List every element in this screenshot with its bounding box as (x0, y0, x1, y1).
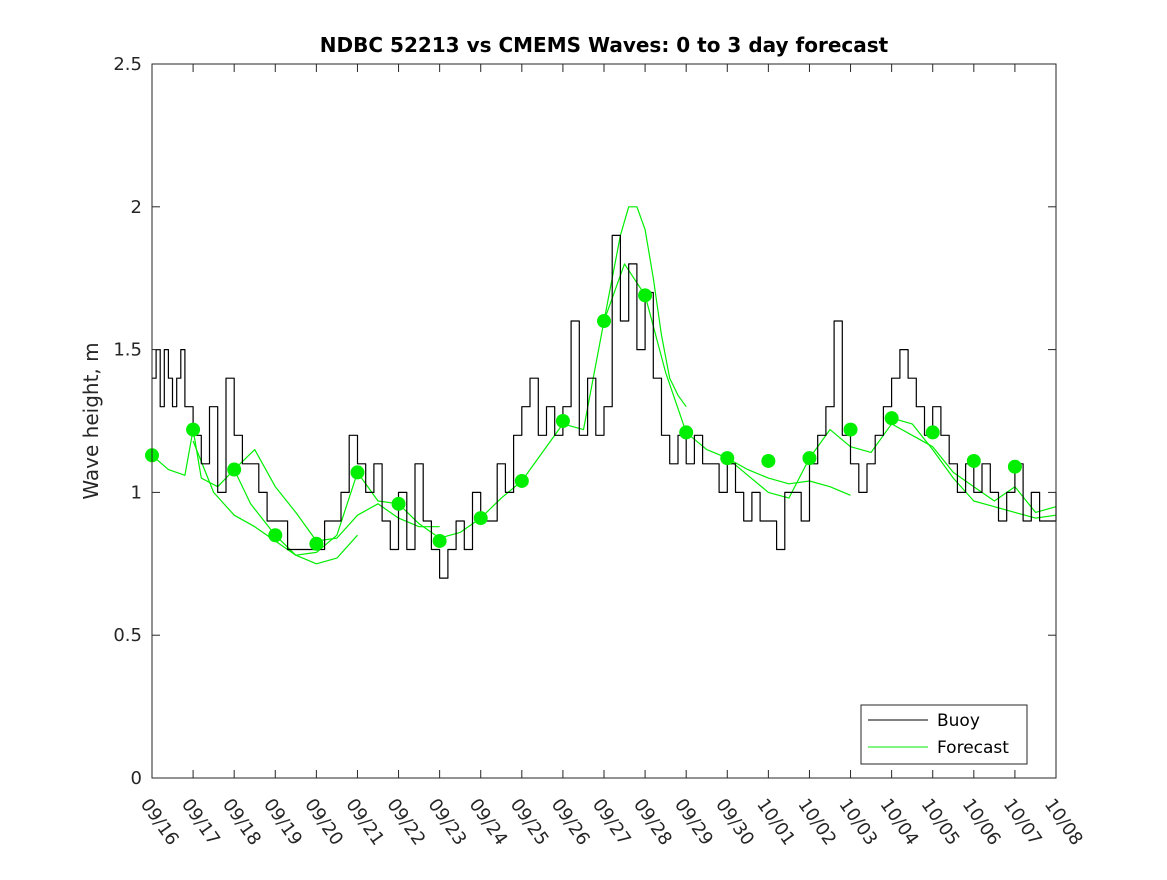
forecast-marker (432, 533, 447, 548)
y-tick-label: 0 (131, 768, 142, 789)
forecast-marker (473, 511, 488, 526)
forecast-marker (350, 465, 365, 480)
forecast-marker (966, 453, 981, 468)
forecast-marker (514, 473, 529, 488)
forecast-marker (638, 288, 653, 303)
forecast-marker (679, 425, 694, 440)
y-tick-label: 0.5 (113, 625, 142, 646)
series-buoy-line (152, 234, 1057, 579)
forecast-marker (597, 314, 611, 329)
series-forecast-line (603, 206, 687, 408)
forecast-marker (268, 528, 283, 543)
y-tick-label: 1 (131, 482, 142, 503)
forecast-marker (720, 451, 735, 466)
series-forecast-line (727, 457, 851, 496)
series-forecast-line (233, 449, 440, 542)
forecast-marker (802, 451, 817, 466)
forecast-marker (925, 425, 940, 440)
legend: Buoy Forecast (860, 704, 1028, 765)
forecast-marker (555, 414, 570, 428)
marker-layer (145, 288, 1022, 551)
forecast-marker (227, 462, 242, 477)
forecast-marker (843, 422, 858, 437)
series-layer (151, 206, 1057, 579)
series-forecast-line (891, 417, 1057, 519)
series-forecast-line (151, 263, 1057, 556)
chart-title: NDBC 52213 vs CMEMS Waves: 0 to 3 day fo… (320, 33, 889, 57)
y-axis-label: Wave height, m (79, 342, 103, 499)
y-tick-label: 2 (131, 197, 142, 218)
y-tick-label: 2.5 (113, 54, 142, 75)
forecast-marker (391, 496, 406, 511)
forecast-marker (186, 422, 201, 437)
forecast-marker (761, 453, 776, 468)
forecast-marker (1007, 459, 1022, 474)
y-tick-label: 1.5 (113, 340, 142, 361)
y-axis: 0 0.5 1 1.5 2 2.5 (113, 54, 1056, 789)
legend-box (860, 704, 1028, 765)
forecast-marker (884, 411, 899, 426)
legend-buoy-label: Buoy (937, 711, 980, 731)
forecast-marker (309, 536, 324, 551)
legend-forecast-label: Forecast (937, 738, 1009, 758)
